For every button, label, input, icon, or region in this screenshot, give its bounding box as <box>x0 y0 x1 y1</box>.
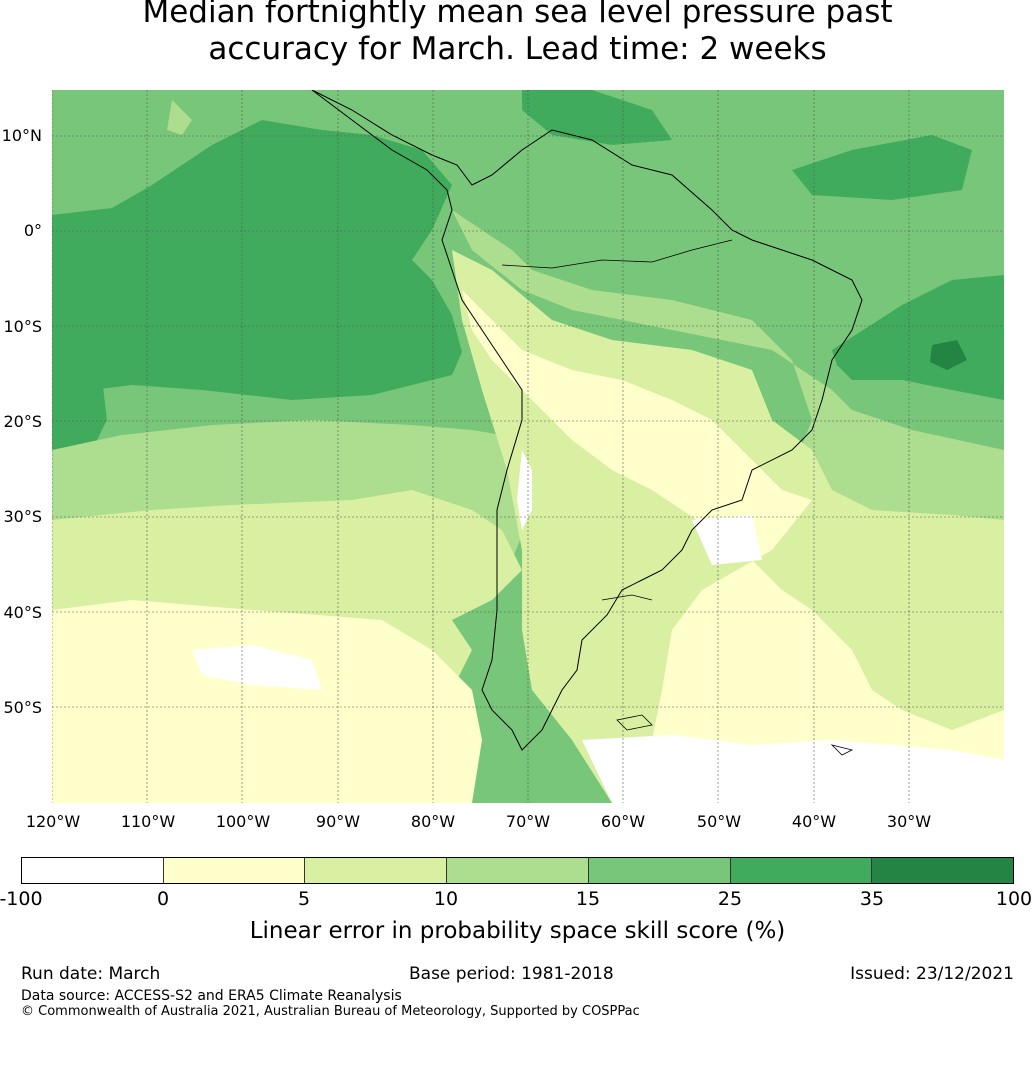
colorbar-tick-15: 15 <box>575 888 601 910</box>
lon-label-30w: 30°W <box>886 812 932 831</box>
falkland-islands <box>616 714 653 731</box>
region-0-5-continent <box>462 290 1004 803</box>
title-line-2: accuracy for March. Lead time: 2 weeks <box>208 31 827 67</box>
colorbar-tick-5: 5 <box>297 888 311 910</box>
colorbar-tick-100: 100 <box>995 888 1033 910</box>
region-0-5-southwest <box>52 600 482 803</box>
graticule <box>52 90 1004 803</box>
lon-label-110w: 110°W <box>120 812 176 831</box>
region-10-15-patch <box>167 100 192 135</box>
issued-date: Issued: 23/12/2021 <box>850 964 1014 984</box>
lon-label-40w: 40°W <box>791 812 837 831</box>
copyright: © Commonwealth of Australia 2021, Austra… <box>21 1004 640 1019</box>
lon-label-120w: 120°W <box>25 812 81 831</box>
lon-label-50w: 50°W <box>696 812 742 831</box>
region-25-35-north <box>792 135 972 200</box>
colorbar-label: Linear error in probability space skill … <box>249 918 786 944</box>
region-10-15-continent <box>452 210 1004 560</box>
region-below-0-southern <box>582 735 1004 803</box>
map-canvas <box>52 90 1004 803</box>
river-amazon <box>501 239 733 269</box>
lat-label-20s: 20°S <box>3 412 42 431</box>
base-period: Base period: 1981-2018 <box>409 964 614 984</box>
lat-label-40s: 40°S <box>3 603 42 622</box>
lon-label-90w: 90°W <box>315 812 361 831</box>
run-date: Run date: March <box>21 964 161 984</box>
lat-label-30s: 30°S <box>3 507 42 526</box>
colorbar-segment-3 <box>446 858 588 883</box>
colorbar-segment-2 <box>304 858 447 883</box>
colorbar-segment-6 <box>871 858 1014 883</box>
region-25-35-pacific <box>52 120 462 400</box>
lon-label-100w: 100°W <box>215 812 271 831</box>
lon-label-80w: 80°W <box>410 812 456 831</box>
colorbar-tick-25: 25 <box>717 888 743 910</box>
lon-label-70w: 70°W <box>505 812 551 831</box>
lon-label-60w: 60°W <box>600 812 646 831</box>
title-line-1: Median fortnightly mean sea level pressu… <box>142 0 893 30</box>
region-25-35-atlantic <box>832 275 1004 400</box>
region-below-0-atlantic <box>692 515 762 565</box>
region-below-0-pacific <box>192 645 322 690</box>
skill-score-map <box>52 90 1004 803</box>
lat-label-0: 0° <box>23 221 42 240</box>
region-35-100 <box>930 340 967 370</box>
colorbar-segment-5 <box>729 858 872 883</box>
colorbar-tick-0: 0 <box>156 888 170 910</box>
lat-label-10s: 10°S <box>3 317 42 336</box>
colorbar-segment-0 <box>22 858 163 883</box>
region-25-35-west <box>52 375 107 455</box>
lat-label-50s: 50°S <box>3 698 42 717</box>
map-title: Median fortnightly mean sea level pressu… <box>0 0 1035 68</box>
coastline <box>311 90 863 751</box>
colorbar-segment-4 <box>587 858 730 883</box>
data-source: Data source: ACCESS-S2 and ERA5 Climate … <box>21 988 402 1004</box>
lat-label-10n: 10°N <box>1 126 42 145</box>
region-25-35-caribbean <box>522 90 672 145</box>
colorbar <box>21 857 1014 884</box>
colorbar-segment-1 <box>162 858 305 883</box>
river-plate <box>601 594 653 601</box>
south-georgia <box>830 744 854 756</box>
colorbar-tick-10: 10 <box>433 888 459 910</box>
colorbar-tick--100: -100 <box>0 888 43 910</box>
colorbar-tick-35: 35 <box>859 888 885 910</box>
